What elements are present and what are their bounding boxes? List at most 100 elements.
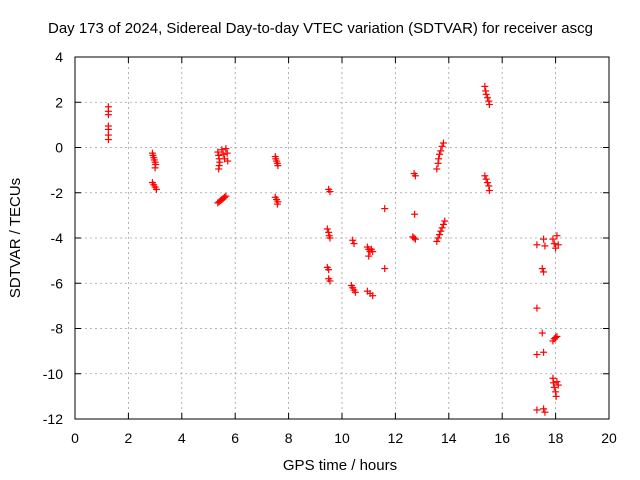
- data-point: [533, 241, 541, 249]
- data-point: [549, 379, 557, 387]
- y-tick-label: -12: [43, 411, 63, 427]
- data-point: [433, 165, 441, 173]
- data-point: [274, 162, 282, 170]
- data-point: [540, 348, 548, 356]
- data-point: [326, 277, 334, 285]
- data-point: [485, 101, 493, 109]
- data-point: [484, 94, 492, 102]
- data-point: [538, 265, 546, 273]
- data-point: [325, 266, 333, 274]
- data-point: [221, 193, 229, 201]
- data-point: [411, 172, 419, 180]
- data-point: [550, 383, 558, 391]
- y-tick-label: -6: [51, 275, 64, 291]
- data-point: [533, 406, 541, 414]
- data-point: [351, 288, 359, 296]
- data-point: [410, 234, 418, 242]
- data-point: [437, 147, 445, 155]
- data-point: [552, 334, 560, 342]
- y-tick-label: 2: [55, 94, 63, 110]
- data-point: [540, 235, 548, 243]
- data-point: [482, 90, 490, 98]
- x-tick-label: 4: [178, 430, 186, 446]
- x-tick-label: 0: [71, 430, 79, 446]
- data-point: [152, 185, 160, 193]
- data-point: [214, 148, 222, 156]
- data-point: [411, 210, 419, 218]
- x-tick-label: 10: [334, 430, 350, 446]
- grid-lines: [75, 57, 609, 419]
- data-point: [437, 227, 445, 235]
- data-point: [223, 149, 231, 157]
- data-point: [438, 142, 446, 150]
- data-point: [369, 292, 377, 300]
- y-tick-label: 0: [55, 140, 63, 156]
- data-point: [151, 164, 159, 172]
- data-point: [381, 205, 389, 213]
- data-point: [438, 224, 446, 232]
- y-tick-labels: -12 -10 -8 -6 -4 -2 0 2 4: [43, 49, 63, 427]
- data-point: [350, 240, 358, 248]
- data-points: [104, 82, 562, 416]
- data-point: [369, 248, 377, 256]
- data-point: [218, 146, 226, 154]
- data-point: [541, 408, 549, 416]
- data-point: [365, 252, 373, 260]
- data-point: [439, 139, 447, 147]
- data-point: [550, 240, 558, 248]
- data-point: [441, 217, 449, 225]
- data-point: [273, 200, 281, 208]
- data-point: [533, 304, 541, 312]
- data-point: [434, 234, 442, 242]
- x-tick-label: 6: [231, 430, 239, 446]
- data-point: [435, 150, 443, 158]
- x-tick-label: 8: [285, 430, 293, 446]
- x-tick-label: 16: [494, 430, 510, 446]
- data-point: [323, 225, 331, 233]
- x-tick-label: 2: [125, 430, 133, 446]
- data-point: [381, 265, 389, 273]
- data-point: [481, 82, 489, 90]
- x-tick-label: 14: [441, 430, 457, 446]
- data-point: [219, 150, 227, 158]
- data-point: [538, 329, 546, 337]
- data-point: [533, 351, 541, 359]
- y-axis-label: SDTVAR / TECUs: [7, 178, 24, 298]
- data-point: [104, 136, 112, 144]
- y-tick-label: -2: [51, 185, 64, 201]
- data-point: [439, 220, 447, 228]
- data-point: [553, 232, 561, 240]
- y-tick-label: -10: [43, 366, 63, 382]
- data-point: [104, 111, 112, 119]
- data-point: [554, 241, 562, 249]
- data-point: [554, 381, 562, 389]
- x-tick-labels: 0 2 4 6 8 10 12 14 16 18 20: [71, 430, 617, 446]
- data-point: [485, 186, 493, 194]
- x-tick-label: 20: [601, 430, 617, 446]
- data-point: [552, 392, 560, 400]
- data-point: [549, 235, 557, 243]
- x-tick-label: 18: [548, 430, 564, 446]
- data-point: [349, 236, 357, 244]
- data-point: [326, 188, 334, 196]
- data-point: [553, 332, 561, 340]
- y-tick-label: -8: [51, 321, 64, 337]
- data-point: [481, 172, 489, 180]
- data-point: [540, 405, 548, 413]
- data-point: [484, 179, 492, 187]
- data-point: [326, 234, 334, 242]
- data-point: [540, 268, 548, 276]
- data-point: [553, 378, 561, 386]
- data-point: [435, 155, 443, 163]
- data-point: [482, 175, 490, 183]
- data-point: [224, 157, 232, 165]
- chart-title: Day 173 of 2024, Sidereal Day-to-day VTE…: [48, 20, 593, 37]
- data-point: [433, 237, 441, 245]
- x-tick-label: 12: [388, 430, 404, 446]
- data-point: [222, 145, 230, 153]
- y-tick-label: -4: [51, 230, 64, 246]
- x-axis-label: GPS time / hours: [283, 457, 397, 474]
- y-tick-label: 4: [55, 49, 63, 65]
- axis-ticks: [74, 56, 610, 420]
